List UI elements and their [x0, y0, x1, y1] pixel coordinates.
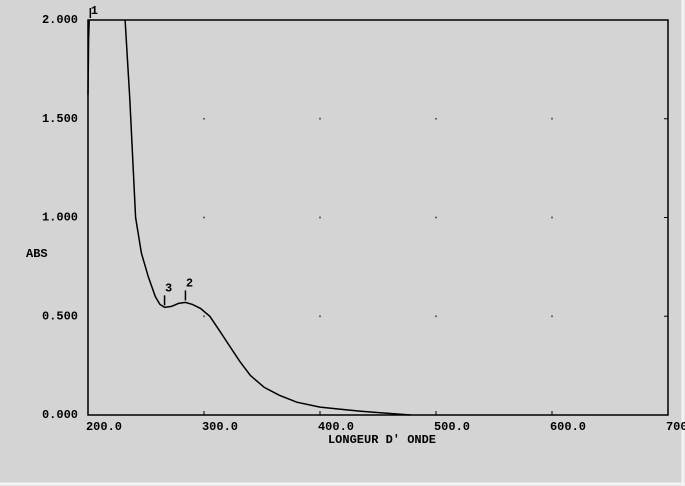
y-tick-label: 2.000 — [42, 13, 78, 27]
x-tick-label: 300.0 — [202, 420, 238, 434]
grid-dot — [203, 315, 205, 318]
grid-dot — [319, 216, 321, 219]
grid-dot — [435, 117, 437, 120]
spectrum-line — [87, 19, 411, 416]
y-axis-label: ABS — [26, 247, 48, 261]
y-tick-label: 1.000 — [42, 211, 78, 225]
x-tick-label: 400.0 — [318, 420, 354, 434]
x-tick-label: 600.0 — [550, 420, 586, 434]
x-tick-label: 700.0 — [666, 420, 685, 434]
x-tick-label: 200.0 — [86, 420, 122, 434]
grid-dot — [551, 117, 553, 120]
x-tick-label: 500.0 — [434, 420, 470, 434]
x-axis-label: LONGEUR D' ONDE — [328, 433, 436, 447]
y-tick-label: 0.500 — [42, 309, 78, 323]
y-tick-label: 1.500 — [42, 112, 78, 126]
peak-label: 1 — [91, 4, 98, 18]
peak-label: 2 — [186, 277, 193, 291]
grid-dot — [435, 315, 437, 318]
grid-dot — [203, 216, 205, 219]
grid-dot — [551, 315, 553, 318]
y-tick-label: 0.000 — [42, 408, 78, 422]
grid-dot — [319, 117, 321, 120]
peak-label: 3 — [165, 282, 172, 296]
grid-dot — [203, 117, 205, 120]
grid-dot — [551, 216, 553, 219]
grid-dot — [319, 315, 321, 318]
grid-dot — [435, 216, 437, 219]
